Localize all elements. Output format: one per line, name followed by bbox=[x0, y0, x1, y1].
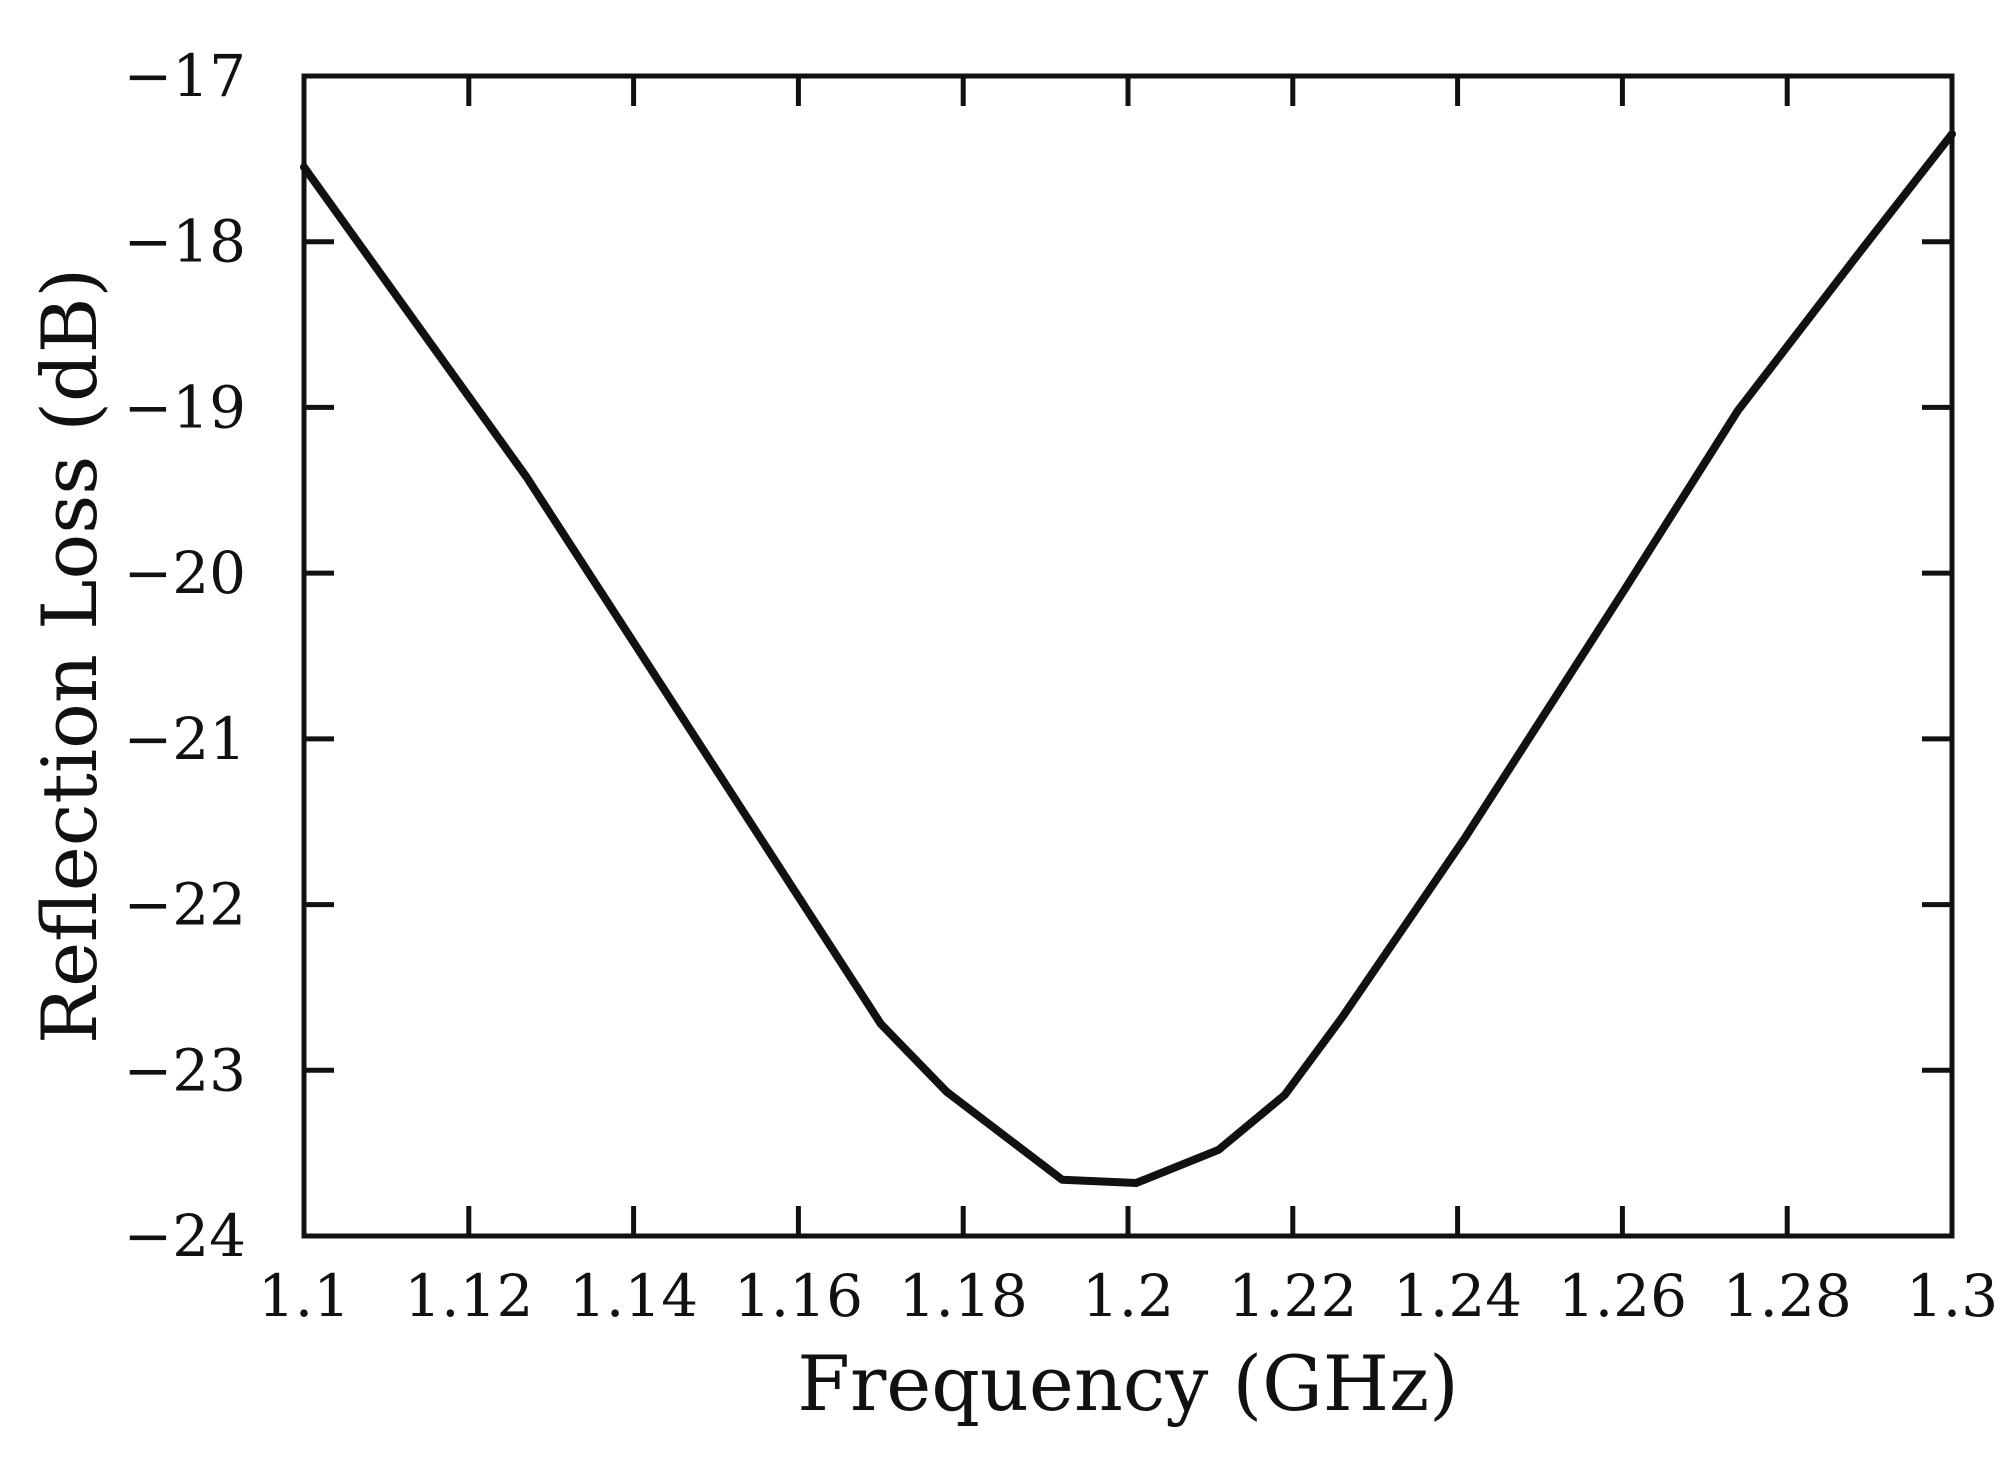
y-tick-label: −24 bbox=[124, 1202, 246, 1270]
series-line-0 bbox=[300, 130, 1956, 1187]
y-tick-label: −17 bbox=[124, 42, 246, 110]
x-tick-label: 1.2 bbox=[1082, 1262, 1174, 1330]
tick-labels: 1.1 1.12 1.14 1.16 1.18 1.2 1.22 1.24 1.26 1.28 1.… bbox=[124, 42, 1999, 1330]
y-tick-label: −20 bbox=[124, 539, 246, 607]
x-axis-title: Frequency (GHz) bbox=[797, 1339, 1459, 1428]
x-tick-label: 1.3 bbox=[1906, 1262, 1998, 1330]
y-tick-label: −19 bbox=[124, 373, 246, 441]
x-tick-label: 1.24 bbox=[1393, 1262, 1522, 1330]
plot-frame bbox=[301, 73, 1955, 1239]
y-tick-label: −18 bbox=[124, 208, 246, 276]
series-layer bbox=[300, 130, 1956, 1187]
y-tick-label: −22 bbox=[124, 871, 246, 939]
x-tick-label: 1.26 bbox=[1558, 1262, 1687, 1330]
y-tick-label: −23 bbox=[124, 1036, 246, 1104]
x-tick-label: 1.1 bbox=[258, 1262, 350, 1330]
y-tick-label: −21 bbox=[124, 705, 246, 773]
y-axis-title: Reflection Loss (dB) bbox=[25, 268, 114, 1044]
x-tick-label: 1.14 bbox=[569, 1262, 698, 1330]
x-tick-label: 1.16 bbox=[734, 1262, 863, 1330]
x-tick-label: 1.28 bbox=[1723, 1262, 1852, 1330]
x-tick-label: 1.12 bbox=[404, 1262, 533, 1330]
x-tick-label: 1.18 bbox=[899, 1262, 1028, 1330]
x-tick-label: 1.22 bbox=[1228, 1262, 1357, 1330]
tick-marks bbox=[304, 76, 1952, 1236]
